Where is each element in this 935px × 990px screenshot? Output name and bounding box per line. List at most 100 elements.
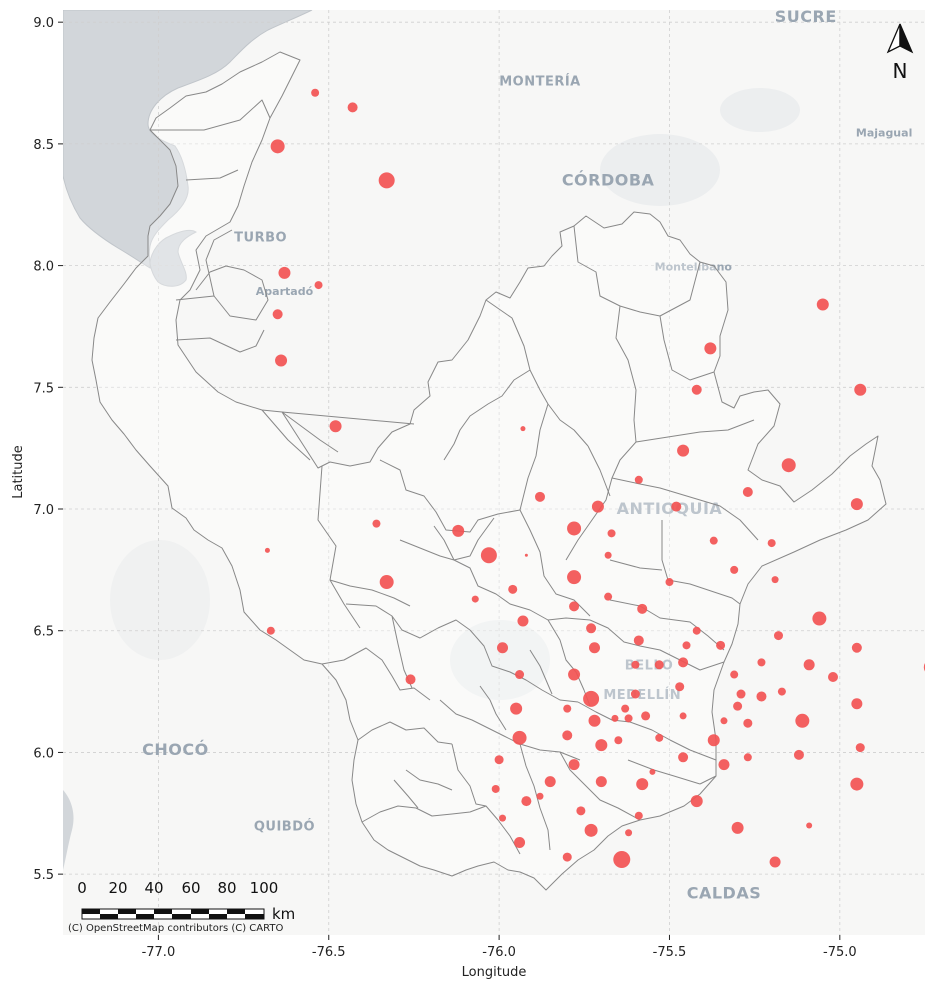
municipality-marker bbox=[568, 668, 581, 681]
municipality-marker bbox=[613, 851, 631, 869]
y-tick-label: 6.5 bbox=[33, 625, 54, 640]
land-background bbox=[63, 10, 925, 935]
municipality-marker bbox=[562, 730, 573, 741]
municipality-markers bbox=[264, 88, 935, 869]
municipality-marker bbox=[524, 553, 528, 557]
municipality-marker bbox=[637, 603, 648, 614]
department-outline bbox=[91, 51, 887, 891]
basemap-label: MONTERÍA bbox=[499, 73, 581, 89]
municipality-marker bbox=[510, 702, 523, 715]
municipality-marker bbox=[491, 784, 500, 793]
x-tick-label: -75.5 bbox=[653, 945, 687, 960]
municipality-marker bbox=[512, 730, 527, 745]
municipality-marker bbox=[793, 749, 804, 760]
municipality-marker bbox=[743, 718, 753, 728]
municipality-marker bbox=[678, 752, 689, 763]
municipality-marker bbox=[851, 642, 862, 653]
municipality-marker bbox=[636, 778, 649, 791]
y-axis: 5.5 6.0 6.5 7.0 7.5 8.0 8.5 9.0 bbox=[33, 16, 63, 883]
scale-bar-tick-label: 40 bbox=[144, 879, 163, 897]
municipality-marker bbox=[929, 620, 935, 632]
municipality-marker bbox=[828, 671, 839, 682]
municipality-marker bbox=[607, 529, 616, 538]
municipality-marker bbox=[812, 611, 827, 626]
map-attribution: (C) OpenStreetMap contributors (C) CARTO bbox=[68, 923, 283, 934]
municipality-marker bbox=[264, 547, 270, 553]
municipality-marker bbox=[562, 852, 572, 862]
municipality-marker bbox=[682, 641, 691, 650]
sea-area bbox=[63, 10, 313, 287]
municipality-marker bbox=[515, 670, 525, 680]
municipality-marker bbox=[850, 498, 863, 511]
scale-bar-tick-label: 20 bbox=[108, 879, 127, 897]
basemap-label: CHOCÓ bbox=[142, 740, 209, 759]
municipality-marker bbox=[654, 660, 664, 670]
municipality-marker bbox=[311, 88, 320, 97]
basemap-label: TURBO bbox=[234, 230, 287, 245]
municipality-marker bbox=[806, 822, 813, 829]
basemap-label: QUIBDÓ bbox=[254, 818, 315, 834]
municipality-marker bbox=[621, 704, 630, 713]
municipality-marker bbox=[379, 575, 394, 590]
municipality-marker bbox=[471, 595, 479, 603]
municipality-marker bbox=[347, 102, 358, 113]
basemap-label: Apartadó bbox=[256, 285, 314, 298]
municipality-marker bbox=[803, 659, 815, 671]
y-tick-label: 6.0 bbox=[33, 746, 54, 761]
municipality-marker bbox=[655, 733, 664, 742]
x-axis: -77.0-76.5-76.0-75.5-75.0-74.5-74.0 bbox=[142, 935, 857, 960]
municipality-marker bbox=[631, 660, 640, 669]
municipality-marker bbox=[677, 444, 690, 457]
y-tick-label: 8.0 bbox=[33, 260, 54, 275]
municipality-marker bbox=[604, 592, 613, 601]
municipality-marker bbox=[508, 584, 518, 594]
y-tick-label: 9.0 bbox=[33, 16, 54, 31]
municipality-marker bbox=[675, 682, 685, 692]
municipality-marker bbox=[497, 642, 509, 654]
municipality-marker bbox=[671, 501, 682, 512]
municipality-marker bbox=[584, 823, 598, 837]
scale-bar-tick-label: 60 bbox=[181, 879, 200, 897]
basemap-label: MEDELLÍN bbox=[603, 687, 681, 703]
sea-lower-left bbox=[63, 790, 74, 870]
municipality-marker bbox=[499, 814, 507, 822]
municipality-marker bbox=[588, 714, 601, 727]
municipality-marker bbox=[595, 776, 607, 788]
municipality-marker bbox=[927, 575, 935, 585]
municipality-marker bbox=[630, 689, 640, 699]
municipality-marker bbox=[372, 519, 381, 528]
municipality-marker bbox=[777, 687, 786, 696]
municipality-marker bbox=[704, 342, 717, 355]
y-axis-title: Latitude bbox=[11, 445, 26, 499]
basemap-label: Majagual bbox=[856, 127, 912, 140]
north-arrow-label: N bbox=[893, 59, 908, 83]
municipality-marker bbox=[641, 711, 651, 721]
municipality-marker bbox=[767, 539, 776, 548]
municipality-marker bbox=[634, 811, 643, 820]
municipality-marker bbox=[730, 670, 739, 679]
municipality-marker bbox=[517, 615, 529, 627]
municipality-marker bbox=[520, 426, 526, 432]
municipality-marker bbox=[614, 736, 623, 745]
municipality-marker bbox=[733, 701, 743, 711]
municipality-marker bbox=[494, 755, 504, 765]
scale-bar-unit: km bbox=[272, 905, 295, 923]
municipality-marker bbox=[718, 759, 730, 771]
municipality-marker bbox=[314, 281, 323, 290]
basemap-labels: SUCREEL BANCOMONTERÍAMajagualCÓRDOBATURB… bbox=[142, 10, 912, 902]
municipality-marker bbox=[595, 739, 608, 752]
municipality-marker bbox=[625, 829, 633, 837]
municipality-marker bbox=[743, 753, 752, 762]
x-tick-label: -76.5 bbox=[312, 945, 346, 960]
municipality-marker bbox=[781, 458, 796, 473]
basemap: SUCREEL BANCOMONTERÍAMajagualCÓRDOBATURB… bbox=[63, 10, 935, 935]
municipality-marker bbox=[534, 491, 545, 502]
municipality-marker bbox=[855, 743, 865, 753]
municipality-marker bbox=[773, 631, 783, 641]
municipality-marker bbox=[568, 759, 580, 771]
municipality-marker bbox=[586, 623, 597, 634]
gridlines bbox=[63, 10, 925, 935]
municipality-marker bbox=[611, 714, 619, 722]
municipality-marker bbox=[275, 354, 288, 367]
municipality-marker bbox=[771, 576, 779, 584]
